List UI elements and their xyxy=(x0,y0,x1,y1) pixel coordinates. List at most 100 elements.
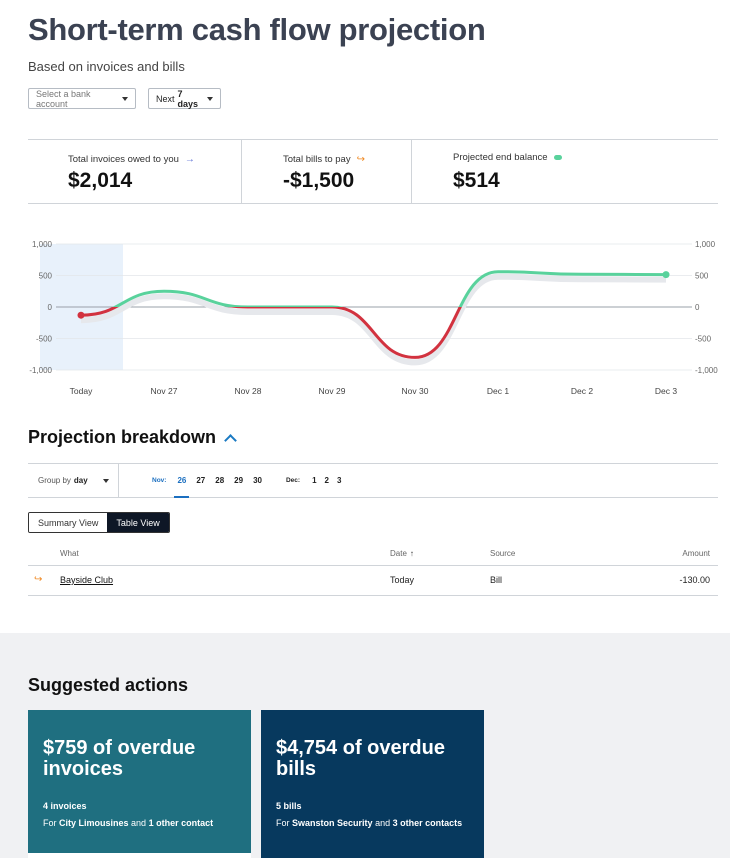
projection-breakdown-title: Projection breakdown xyxy=(28,427,217,447)
month-label-nov: Nov: xyxy=(152,477,167,484)
x-tick-label: Nov 29 xyxy=(319,386,346,396)
suggested-actions-title: Suggested actions xyxy=(28,675,189,695)
overdue-bills-card[interactable]: $4,754 of overdue bills 5 bills For Swan… xyxy=(261,710,484,858)
and-text: and xyxy=(131,818,147,828)
x-tick-label: Dec 2 xyxy=(571,386,593,396)
table-view-button[interactable]: Table View xyxy=(107,513,169,532)
group-by-select[interactable]: Group by day xyxy=(28,464,119,497)
series-shadow xyxy=(80,273,667,366)
overdue-invoices-count: 4 invoices xyxy=(43,801,87,811)
row-what-link[interactable]: Bayside Club xyxy=(60,575,114,585)
date-tab-nov-30[interactable]: 30 xyxy=(253,476,262,485)
row-source: Bill xyxy=(490,575,503,585)
date-tab-dec-3[interactable]: 3 xyxy=(336,476,342,485)
group-by-value: day xyxy=(73,476,88,485)
date-tab-nov-27[interactable]: 27 xyxy=(196,476,206,485)
group-by-bar: Group by day Nov: 26 27 28 29 30 Dec: 1 2 3 xyxy=(28,463,718,498)
table-header: What Date ↑ Source Amount xyxy=(28,544,718,566)
y-tick-left: 0 xyxy=(48,303,53,312)
stat-bills-label: Total bills to pay xyxy=(283,154,351,165)
stat-invoices: Total invoices owed to you → $2,014 xyxy=(28,140,241,203)
y-tick-right: -1,000 xyxy=(695,366,718,375)
page-subtitle: Based on invoices and bills xyxy=(28,59,185,74)
chevron-down-icon xyxy=(122,96,128,101)
stat-balance-label: Projected end balance xyxy=(453,152,548,163)
chevron-down-icon xyxy=(207,96,213,101)
overdue-bills-contacts: For Swanston Security and 3 other contac… xyxy=(276,816,466,831)
x-tick-label: Today xyxy=(70,386,93,396)
date-strip: Nov: 26 27 28 29 30 Dec: 1 2 3 xyxy=(152,464,349,498)
stat-bills: Total bills to pay ↪ -$1,500 xyxy=(241,140,411,203)
contact-name: City Limousines xyxy=(59,818,129,828)
header-what[interactable]: What xyxy=(60,549,79,558)
page-title: Short-term cash flow projection xyxy=(28,12,486,47)
date-tab-nov-29[interactable]: 29 xyxy=(234,476,244,485)
x-tick-label: Dec 3 xyxy=(655,386,677,396)
y-tick-right: -500 xyxy=(695,335,712,344)
stat-invoices-value: $2,014 xyxy=(68,169,133,192)
overdue-bills-amount: $4,754 of overdue bills xyxy=(276,737,445,780)
group-by-label: Group by xyxy=(38,476,71,485)
suggested-actions-section: Suggested actions $759 of overdue invoic… xyxy=(0,633,730,858)
y-tick-right: 0 xyxy=(695,303,700,312)
other-contacts: 3 other contacts xyxy=(392,818,463,828)
chevron-down-icon xyxy=(102,478,109,483)
series-line-positive xyxy=(112,270,667,307)
arrow-out-icon: ↪ xyxy=(356,154,365,165)
sort-up-icon: ↑ xyxy=(409,549,414,558)
date-tab-dec-1[interactable]: 1 xyxy=(312,476,317,485)
summary-view-button[interactable]: Summary View xyxy=(29,513,108,532)
contact-name: Swanston Security xyxy=(292,818,373,828)
cash-flow-chart: 1,000 1,000 500 500 0 0 -500 -500 -1,000 -1,000 To… xyxy=(29,240,718,396)
card-footer xyxy=(28,853,251,858)
x-tick-label: Nov 28 xyxy=(235,386,262,396)
for-prefix: For xyxy=(43,818,57,828)
bank-account-placeholder: Select a bank account xyxy=(36,88,91,109)
balance-dot-icon xyxy=(553,155,562,160)
overdue-bills-count: 5 bills xyxy=(276,801,302,811)
date-tab-dec-2[interactable]: 2 xyxy=(324,476,329,485)
arrow-in-icon: → xyxy=(184,154,195,165)
projection-breakdown-heading[interactable]: Projection breakdown xyxy=(28,427,237,448)
row-date: Today xyxy=(390,575,415,585)
projection-table: What Date ↑ Source Amount ↪ Bayside Club … xyxy=(28,544,718,596)
days-range-select[interactable]: Next 7 days xyxy=(148,88,221,109)
overdue-invoices-contacts: For City Limousines and 1 other contact xyxy=(43,816,233,831)
x-tick-label: Dec 1 xyxy=(487,386,509,396)
series-line-negative xyxy=(80,307,462,359)
chevron-up-icon xyxy=(224,434,237,447)
bank-account-select[interactable]: Select a bank account xyxy=(28,88,136,109)
header-source[interactable]: Source xyxy=(490,549,516,558)
overdue-invoices-amount: $759 of overdue invoices xyxy=(43,737,196,780)
date-tab-nov-28[interactable]: 28 xyxy=(215,476,225,485)
stat-bills-value: -$1,500 xyxy=(283,169,355,192)
y-tick-left: 500 xyxy=(39,272,53,281)
header-date-label: Date xyxy=(390,549,407,558)
stat-balance: Projected end balance $514 xyxy=(411,140,718,203)
y-tick-left: -1,000 xyxy=(29,366,52,375)
x-tick-label: Nov 30 xyxy=(402,386,429,396)
table-row: ↪ Bayside Club Today Bill -130.00 xyxy=(28,566,718,596)
other-contacts: 1 other contact xyxy=(148,818,214,828)
y-tick-right: 1,000 xyxy=(695,240,716,249)
view-toggle: Summary View Table View xyxy=(28,512,170,533)
start-point xyxy=(77,311,85,319)
days-prefix: Next xyxy=(156,93,175,104)
and-text: and xyxy=(375,818,391,828)
date-tab-nov-26[interactable]: 26 xyxy=(174,464,190,498)
for-prefix: For xyxy=(276,818,290,828)
y-tick-left: -500 xyxy=(36,335,53,344)
end-point xyxy=(662,271,670,279)
days-value: 7 days xyxy=(177,88,199,109)
overdue-invoices-card[interactable]: $759 of overdue invoices 4 invoices For … xyxy=(28,710,251,858)
header-amount[interactable]: Amount xyxy=(682,549,710,558)
stat-invoices-label: Total invoices owed to you xyxy=(68,154,179,165)
header-date[interactable]: Date ↑ xyxy=(390,544,414,564)
x-tick-label: Nov 27 xyxy=(151,386,178,396)
summary-stats: Total invoices owed to you → $2,014 Total… xyxy=(28,139,718,204)
month-label-dec: Dec: xyxy=(285,477,301,484)
y-tick-left: 1,000 xyxy=(32,240,53,249)
arrow-out-icon: ↪ xyxy=(34,574,43,585)
y-tick-right: 500 xyxy=(695,272,709,281)
